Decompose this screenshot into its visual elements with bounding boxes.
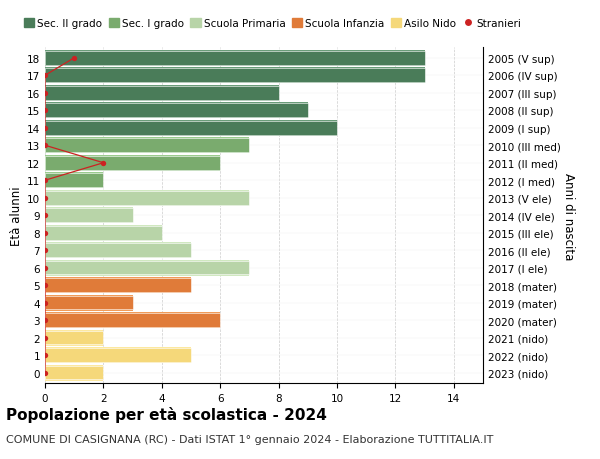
Point [40, 73, 50, 80]
Bar [45, 157, 220, 170]
Bar [45, 122, 337, 135]
Bar [45, 279, 191, 292]
Bar [45, 52, 425, 66]
Y-axis label: Anni di nascita: Anni di nascita [562, 172, 575, 259]
Bar [45, 85, 278, 101]
Bar [45, 365, 103, 381]
Point [40, 107, 50, 115]
Bar [45, 313, 220, 327]
Y-axis label: Età alunni: Età alunni [10, 186, 23, 246]
Bar [45, 50, 425, 67]
Point [40, 317, 50, 324]
Point [40, 212, 50, 219]
Bar [45, 366, 103, 380]
Bar [45, 155, 220, 171]
Bar [45, 209, 133, 223]
Bar [45, 139, 250, 153]
Point [40, 264, 50, 272]
Bar [45, 68, 425, 84]
Bar [45, 295, 133, 311]
Bar [45, 190, 250, 206]
Bar [45, 331, 103, 345]
Bar [45, 330, 103, 346]
Point [40, 299, 50, 307]
Bar [45, 191, 250, 205]
Bar [45, 173, 103, 189]
Bar [45, 226, 162, 240]
Bar [45, 296, 133, 310]
Legend: Sec. II grado, Sec. I grado, Scuola Primaria, Scuola Infanzia, Asilo Nido, Stran: Sec. II grado, Sec. I grado, Scuola Prim… [20, 15, 525, 33]
Bar [45, 174, 103, 188]
Point [40, 230, 50, 237]
Point [40, 282, 50, 289]
Bar [45, 244, 191, 257]
Bar [45, 261, 250, 275]
Point [40, 90, 50, 97]
Bar [45, 87, 278, 101]
Point [40, 177, 50, 185]
Point [40, 352, 50, 359]
Point [40, 125, 50, 132]
Bar [45, 278, 191, 294]
Point [40, 142, 50, 150]
Text: COMUNE DI CASIGNANA (RC) - Dati ISTAT 1° gennaio 2024 - Elaborazione TUTTITALIA.: COMUNE DI CASIGNANA (RC) - Dati ISTAT 1°… [6, 434, 493, 444]
Bar [45, 104, 308, 118]
Point [40, 195, 50, 202]
Point [40, 247, 50, 254]
Bar [45, 69, 425, 83]
Bar [45, 243, 191, 259]
Bar [45, 348, 191, 362]
Point [98, 160, 108, 167]
Text: Popolazione per età scolastica - 2024: Popolazione per età scolastica - 2024 [6, 406, 327, 422]
Bar [45, 225, 162, 241]
Bar [45, 120, 337, 136]
Point [40, 369, 50, 376]
Bar [45, 260, 250, 276]
Point [40, 334, 50, 341]
Point [70, 55, 79, 62]
Bar [45, 103, 308, 119]
Bar [45, 313, 220, 329]
Bar [45, 138, 250, 154]
Bar [45, 208, 133, 224]
Bar [45, 347, 191, 364]
